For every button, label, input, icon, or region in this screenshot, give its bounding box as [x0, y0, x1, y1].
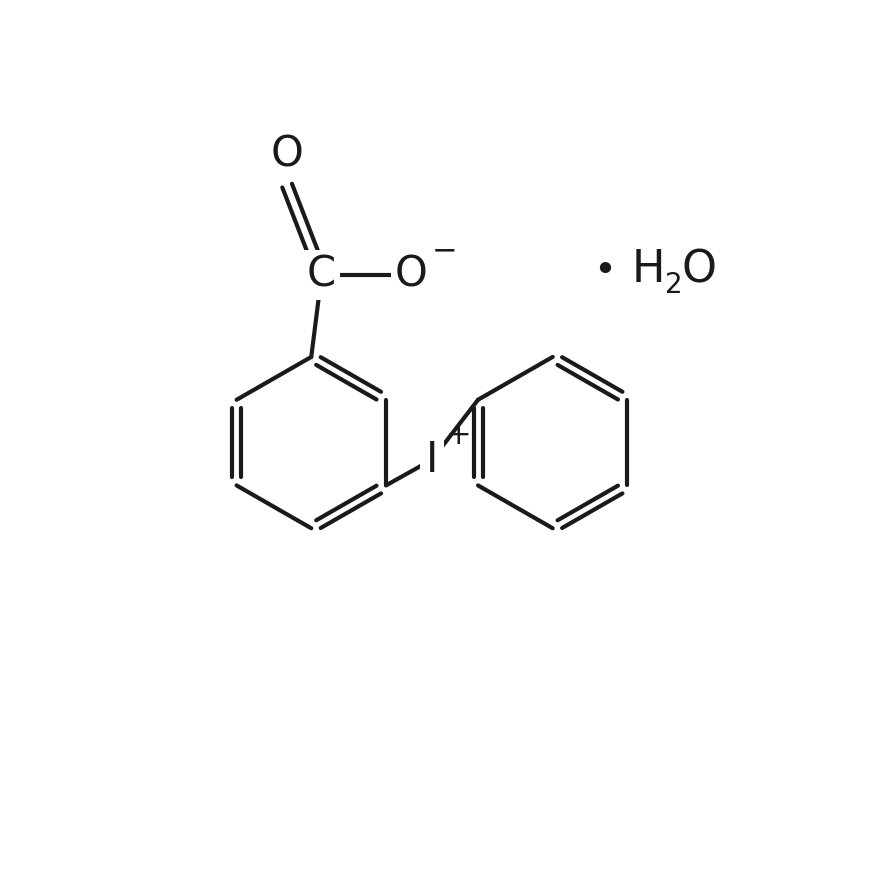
- Text: O: O: [682, 248, 716, 291]
- Text: +: +: [445, 421, 471, 450]
- Text: O: O: [271, 134, 303, 175]
- Text: C: C: [307, 254, 336, 295]
- Text: •: •: [593, 252, 616, 290]
- Text: 2: 2: [665, 271, 683, 299]
- Text: O: O: [395, 254, 428, 295]
- Text: −: −: [432, 236, 457, 265]
- Text: I: I: [425, 439, 438, 481]
- Text: H: H: [632, 248, 666, 291]
